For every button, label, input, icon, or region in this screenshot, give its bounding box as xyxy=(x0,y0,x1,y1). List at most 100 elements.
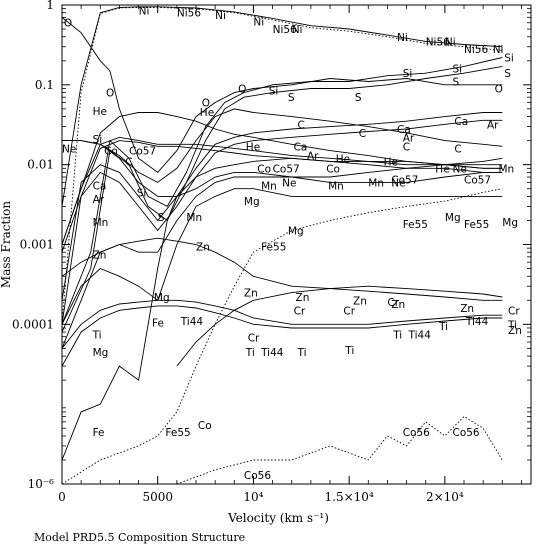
element-label-ne: Ne xyxy=(282,177,296,189)
element-label-cr: Cr xyxy=(343,305,355,317)
element-label-ni: Ni xyxy=(139,6,150,18)
series-lines xyxy=(61,6,503,485)
series-line-cr xyxy=(176,285,503,367)
element-label-zn: Zn xyxy=(296,292,310,304)
element-label-o: O xyxy=(495,84,503,96)
element-label-si: Si xyxy=(269,86,279,98)
element-label-ni: Ni xyxy=(253,17,264,29)
element-label-ti44: Ti44 xyxy=(180,316,204,328)
element-label-o: O xyxy=(106,88,114,100)
element-label-co57: Co57 xyxy=(129,146,156,158)
element-label-ti: Ti xyxy=(438,321,448,333)
y-tick-label: 0.01 xyxy=(27,158,54,172)
element-label-mg: Mg xyxy=(244,196,260,208)
element-label-o: O xyxy=(238,84,246,96)
element-label-cr: Cr xyxy=(294,305,306,317)
series-line-c xyxy=(62,108,503,183)
element-label-ne: Ne xyxy=(62,143,76,155)
element-label-cr: Cr xyxy=(508,305,520,317)
element-label-co57: Co57 xyxy=(464,175,491,187)
element-label-ca: Ca xyxy=(294,141,308,153)
element-label-fe55: Fe55 xyxy=(165,427,190,439)
element-label-ne: Ne xyxy=(453,163,467,175)
element-label-c: C xyxy=(298,119,305,131)
x-tick-label: 5000 xyxy=(142,490,173,504)
element-label-c: C xyxy=(359,128,366,140)
element-label-s: S xyxy=(355,92,362,104)
element-label-mn: Mn xyxy=(186,212,202,224)
element-label-cr: Cr xyxy=(248,333,260,345)
series-line-ni xyxy=(61,6,503,207)
element-label-ni56: Ni56 xyxy=(464,44,488,56)
element-label-mg: Mg xyxy=(154,292,170,304)
element-label-ar: Ar xyxy=(487,119,499,131)
element-label-c: C xyxy=(125,156,132,168)
element-label-mn: Mn xyxy=(261,180,277,192)
element-label-mg: Mg xyxy=(502,217,518,229)
element-label-si: Si xyxy=(504,53,514,65)
element-label-ar: Ar xyxy=(93,194,105,206)
element-label-fe: Fe xyxy=(152,318,164,330)
element-label-ti: Ti xyxy=(344,345,354,357)
axis-ticks: 1 0.1 0.01 0.001 0.0001 10⁻⁶0 5000 10⁴ 1.5×10⁴ 2×… xyxy=(12,0,531,504)
element-label-mg: Mg xyxy=(445,212,461,224)
series-line-zn xyxy=(61,237,503,301)
series-line-ar xyxy=(61,119,503,325)
series-line-ne xyxy=(62,140,503,197)
element-label-co57: Co57 xyxy=(391,175,418,187)
element-label-s: S xyxy=(453,77,460,89)
element-label-s: S xyxy=(158,212,165,224)
y-tick-label: 1 xyxy=(46,0,54,12)
series-line-co57 xyxy=(61,140,503,253)
element-label-co: Co xyxy=(257,163,271,175)
element-label-zn: Zn xyxy=(244,288,258,300)
element-label-ne: Ne xyxy=(391,177,405,189)
element-label-ni: Ni xyxy=(397,32,408,44)
element-label-he: He xyxy=(435,163,449,175)
series-line-o xyxy=(61,17,503,174)
element-label-si: Si xyxy=(137,187,147,199)
element-label-si: Si xyxy=(453,64,463,76)
element-label-zn: Zn xyxy=(508,325,522,337)
element-label-fe55: Fe55 xyxy=(261,241,286,253)
element-label-fe: Fe xyxy=(93,427,105,439)
y-tick-label: 0.001 xyxy=(20,238,54,252)
y-tick-label: 10⁻⁶ xyxy=(28,477,55,491)
element-label-fe55: Fe55 xyxy=(464,219,489,231)
series-line-co xyxy=(61,136,503,245)
element-label-mn: Mn xyxy=(328,180,344,192)
figure-caption: Model PRD5.5 Composition Structure xyxy=(34,531,245,544)
element-label-o: O xyxy=(202,98,210,110)
element-label-ti44: Ti44 xyxy=(465,316,489,328)
series-line-ni56 xyxy=(61,7,503,325)
element-label-mg: Mg xyxy=(288,225,304,237)
element-label-ar: Ar xyxy=(403,132,415,144)
element-label-ti: Ti xyxy=(392,329,402,341)
element-label-zn: Zn xyxy=(460,303,474,315)
element-label-he: He xyxy=(93,106,107,118)
element-label-ti44: Ti44 xyxy=(260,347,284,359)
series-line-s xyxy=(61,65,503,333)
element-label-ti: Ti xyxy=(507,319,517,331)
element-label-s: S xyxy=(288,92,295,104)
x-tick-label: 0 xyxy=(58,490,66,504)
y-tick-label: 0.0001 xyxy=(12,317,54,331)
x-axis-label: Velocity (km s⁻¹) xyxy=(227,511,329,525)
element-label-ti44: Ti44 xyxy=(408,329,432,341)
x-tick-label: 1.5×10⁴ xyxy=(325,490,374,504)
y-axis-label: Mass Fraction xyxy=(0,201,13,288)
element-label-co56: Co56 xyxy=(453,427,480,439)
element-label-mn: Mn xyxy=(368,177,384,189)
element-label-mn: Mn xyxy=(93,217,109,229)
element-label-zn: Zn xyxy=(391,299,405,311)
element-label-fe55: Fe55 xyxy=(403,219,428,231)
element-label-si: Si xyxy=(403,68,413,80)
element-label-ti: Ti xyxy=(245,347,255,359)
element-label-co: Co xyxy=(326,163,340,175)
series-line-ti44 xyxy=(61,305,503,367)
element-label-si: Si xyxy=(93,134,103,146)
element-label-ca: Ca xyxy=(454,116,468,128)
element-label-ca: Ca xyxy=(397,124,411,136)
